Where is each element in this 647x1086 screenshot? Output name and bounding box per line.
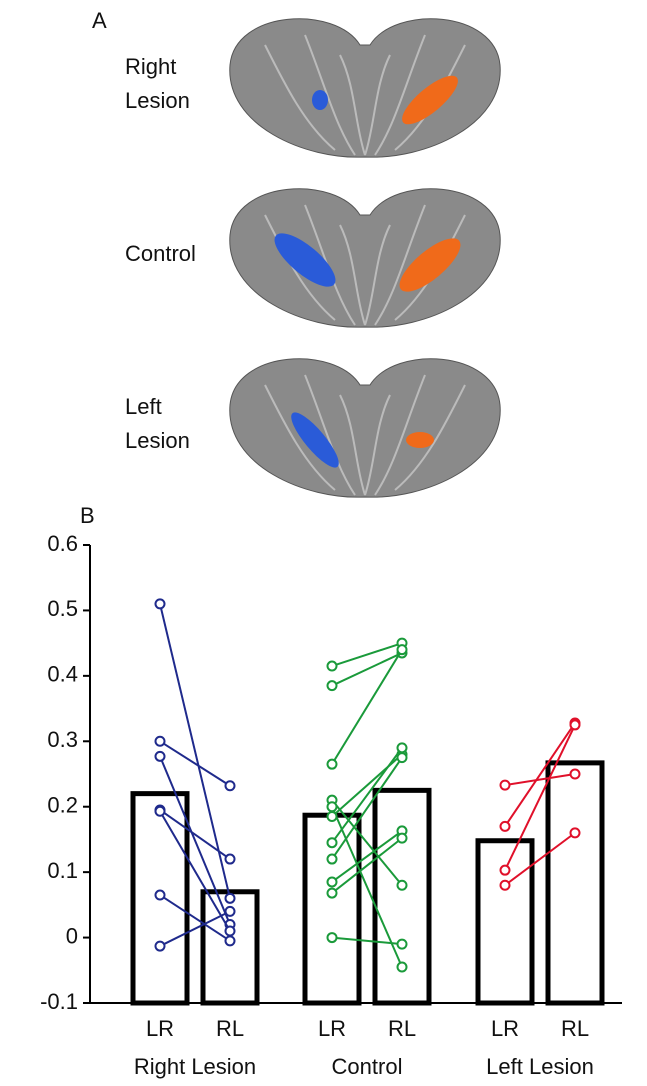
y-tick-label: 0.1 — [47, 858, 78, 883]
pair-line — [160, 756, 230, 924]
point — [501, 866, 510, 875]
bar — [548, 763, 602, 1003]
x-tick-label: RL — [216, 1016, 244, 1041]
x-tick-label: LR — [146, 1016, 174, 1041]
point — [398, 645, 407, 654]
point — [156, 807, 165, 816]
pair-line — [160, 895, 230, 941]
y-tick-label: 0.4 — [47, 662, 78, 687]
brain-control — [230, 189, 500, 327]
group-label: Right Lesion — [134, 1054, 256, 1079]
point — [156, 752, 165, 761]
point — [226, 894, 235, 903]
x-tick-label: RL — [561, 1016, 589, 1041]
x-tick-label: LR — [318, 1016, 346, 1041]
point — [328, 838, 337, 847]
point — [501, 822, 510, 831]
pair-line — [332, 653, 402, 686]
y-tick-label: 0.3 — [47, 727, 78, 752]
point — [328, 802, 337, 811]
group-label: Control — [332, 1054, 403, 1079]
point — [328, 681, 337, 690]
y-tick-label: 0 — [66, 923, 78, 948]
point — [156, 599, 165, 608]
brain-label: Lesion — [125, 88, 190, 113]
panel-label: A — [92, 8, 107, 33]
point — [226, 907, 235, 916]
pair-line — [332, 643, 402, 666]
point — [501, 781, 510, 790]
pair-line — [332, 748, 402, 843]
y-tick-label: 0.5 — [47, 596, 78, 621]
point — [398, 940, 407, 949]
group-label: Left Lesion — [486, 1054, 594, 1079]
pair-line — [505, 723, 575, 826]
point — [328, 662, 337, 671]
pair-line — [332, 831, 402, 882]
point — [571, 828, 580, 837]
panel-label: B — [80, 503, 95, 528]
point — [398, 753, 407, 762]
point — [226, 855, 235, 864]
point — [398, 743, 407, 752]
y-tick-label: 0.2 — [47, 793, 78, 818]
point — [156, 891, 165, 900]
y-tick-label: -0.1 — [40, 989, 78, 1014]
point — [328, 877, 337, 886]
brain-left-lesion — [230, 359, 500, 497]
x-tick-label: RL — [388, 1016, 416, 1041]
point — [398, 881, 407, 890]
point — [328, 889, 337, 898]
point — [328, 933, 337, 942]
figure: A B Right Lesion Control Left Lesion -0.1 0 0.1… — [0, 0, 647, 1086]
brain-label: Right — [125, 54, 176, 79]
brain-images — [230, 19, 500, 497]
pair-line — [160, 811, 230, 931]
point — [328, 855, 337, 864]
point — [226, 781, 235, 790]
brain — [230, 19, 500, 157]
point — [571, 770, 580, 779]
point — [226, 927, 235, 936]
point — [156, 737, 165, 746]
point — [398, 963, 407, 972]
pair-line — [505, 725, 575, 870]
pair-line — [332, 650, 402, 765]
point — [501, 881, 510, 890]
x-tick-label: LR — [491, 1016, 519, 1041]
brain-right-lesion — [230, 19, 500, 157]
brain — [230, 359, 500, 497]
brain — [230, 189, 500, 327]
point — [571, 720, 580, 729]
pair-line — [160, 604, 230, 898]
pair-line — [160, 810, 230, 859]
point — [328, 812, 337, 821]
brain-label: Lesion — [125, 428, 190, 453]
point — [226, 936, 235, 945]
point — [328, 760, 337, 769]
point — [398, 834, 407, 843]
point — [156, 942, 165, 951]
brain-label: Left — [125, 394, 162, 419]
pair-line — [160, 911, 230, 946]
brain-label: Control — [125, 241, 196, 266]
y-tick-label: 0.6 — [47, 531, 78, 556]
